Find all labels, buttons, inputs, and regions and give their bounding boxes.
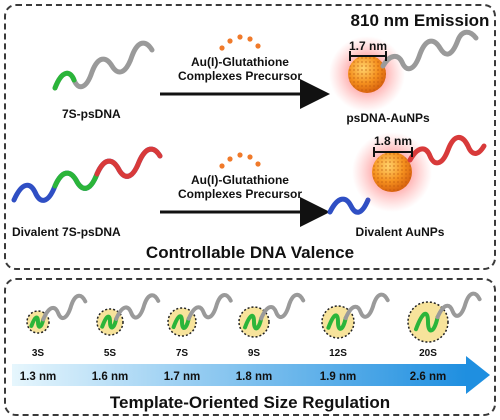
row1-precursor-dots-icon bbox=[219, 34, 261, 51]
emission-title: 810 nm Emission bbox=[351, 11, 490, 30]
row2-precursor-dots-icon bbox=[219, 152, 261, 169]
row1-dna-helix bbox=[52, 40, 155, 91]
template-item-3S: 3S bbox=[26, 293, 88, 359]
template-item-5S: 5S bbox=[96, 293, 161, 359]
row1-size-bar bbox=[349, 51, 387, 61]
template-strand bbox=[29, 315, 46, 329]
size-value-12S: 1.9 nm bbox=[320, 371, 356, 383]
template-name: 9S bbox=[248, 348, 261, 359]
template-name: 12S bbox=[329, 348, 347, 359]
row2-dna-label: Divalent 7S-psDNA bbox=[12, 225, 121, 239]
template-strand bbox=[171, 314, 191, 330]
row2-size-bar bbox=[373, 147, 413, 157]
template-item-20S: 20S bbox=[407, 291, 482, 359]
dna-tail bbox=[114, 293, 161, 321]
dna-tail bbox=[435, 291, 482, 320]
size-labels: 1.3 nm 1.6 nm 1.7 nm 1.8 nm 1.9 nm 2.6 nm bbox=[20, 371, 446, 383]
dna-tail bbox=[186, 293, 233, 321]
row1-product-label: psDNA-AuNPs bbox=[346, 111, 430, 125]
template-item-7S: 7S bbox=[167, 293, 233, 359]
template-strand bbox=[100, 314, 119, 330]
template-name: 20S bbox=[419, 348, 437, 359]
row2-arrow-label-1: Au(I)-Glutathione bbox=[191, 173, 289, 187]
row1-arrow-label-2: Complexes Precursor bbox=[178, 69, 302, 83]
row1-size-label: 1.7 nm bbox=[349, 39, 387, 53]
dna-tail bbox=[41, 293, 88, 322]
size-value-3S: 1.3 nm bbox=[20, 371, 56, 383]
template-name: 3S bbox=[32, 348, 45, 359]
row2-dna-helix bbox=[11, 146, 163, 203]
template-name: 7S bbox=[176, 348, 189, 359]
template-item-9S: 9S bbox=[238, 292, 306, 359]
row2-arrow-label-2: Complexes Precursor bbox=[178, 187, 302, 201]
template-item-12S: 12S bbox=[321, 292, 390, 359]
size-caption: Template-Oriented Size Regulation bbox=[110, 393, 390, 412]
size-gradient-arrow bbox=[12, 356, 490, 394]
size-panel bbox=[4, 278, 496, 416]
size-value-20S: 2.6 nm bbox=[410, 371, 446, 383]
template-series: 3S 5S 7S 9S 12S 20S bbox=[26, 291, 482, 359]
template-strand bbox=[414, 311, 440, 333]
row1-arrow-label-1: Au(I)-Glutathione bbox=[191, 55, 289, 69]
template-strand bbox=[326, 313, 348, 331]
dna-tail bbox=[259, 292, 306, 321]
row2-size-label: 1.8 nm bbox=[374, 134, 412, 148]
size-value-9S: 1.8 nm bbox=[236, 371, 272, 383]
size-value-7S: 1.7 nm bbox=[164, 371, 200, 383]
dna-tail bbox=[343, 292, 390, 321]
row1-dna-label: 7S-psDNA bbox=[62, 107, 121, 121]
valence-panel bbox=[4, 4, 496, 270]
row2-product-label: Divalent AuNPs bbox=[356, 225, 445, 239]
template-strand bbox=[243, 313, 264, 331]
size-value-5S: 1.6 nm bbox=[92, 371, 128, 383]
template-name: 5S bbox=[104, 348, 117, 359]
valence-caption: Controllable DNA Valence bbox=[146, 243, 354, 262]
